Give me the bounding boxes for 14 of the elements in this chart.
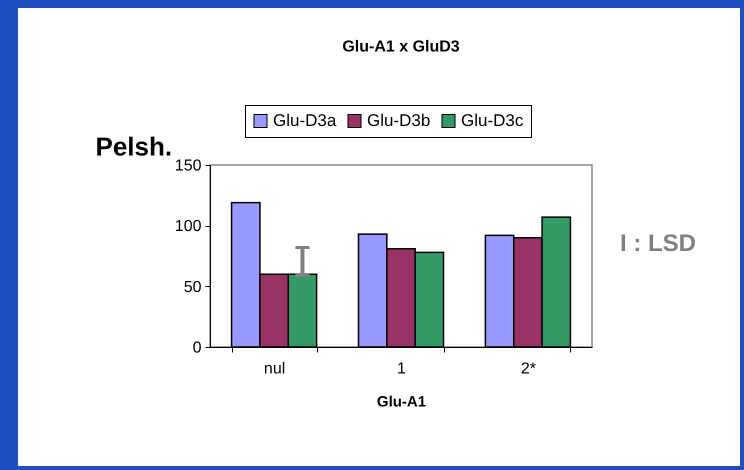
- x-tick-label: 2*: [520, 360, 536, 378]
- y-axis-title: Pelsh.: [96, 132, 172, 162]
- y-tick-label: 150: [174, 158, 202, 174]
- y-tick-label: 0: [192, 340, 202, 356]
- x-axis-title: Glu-A1: [376, 394, 426, 410]
- legend-label: Glu-D3b: [367, 110, 430, 130]
- x-tick-label: nul: [264, 360, 286, 378]
- y-tick-label: 100: [174, 218, 202, 236]
- text: I : LSD: [620, 230, 696, 258]
- x-tick-label: 1: [397, 360, 406, 378]
- legend-label: Glu-D3a: [273, 110, 337, 130]
- legend-label: Glu-D3c: [461, 110, 524, 130]
- y-tick-label: 50: [184, 278, 202, 296]
- chart-title: Glu-A1 x GluD3: [342, 38, 460, 56]
